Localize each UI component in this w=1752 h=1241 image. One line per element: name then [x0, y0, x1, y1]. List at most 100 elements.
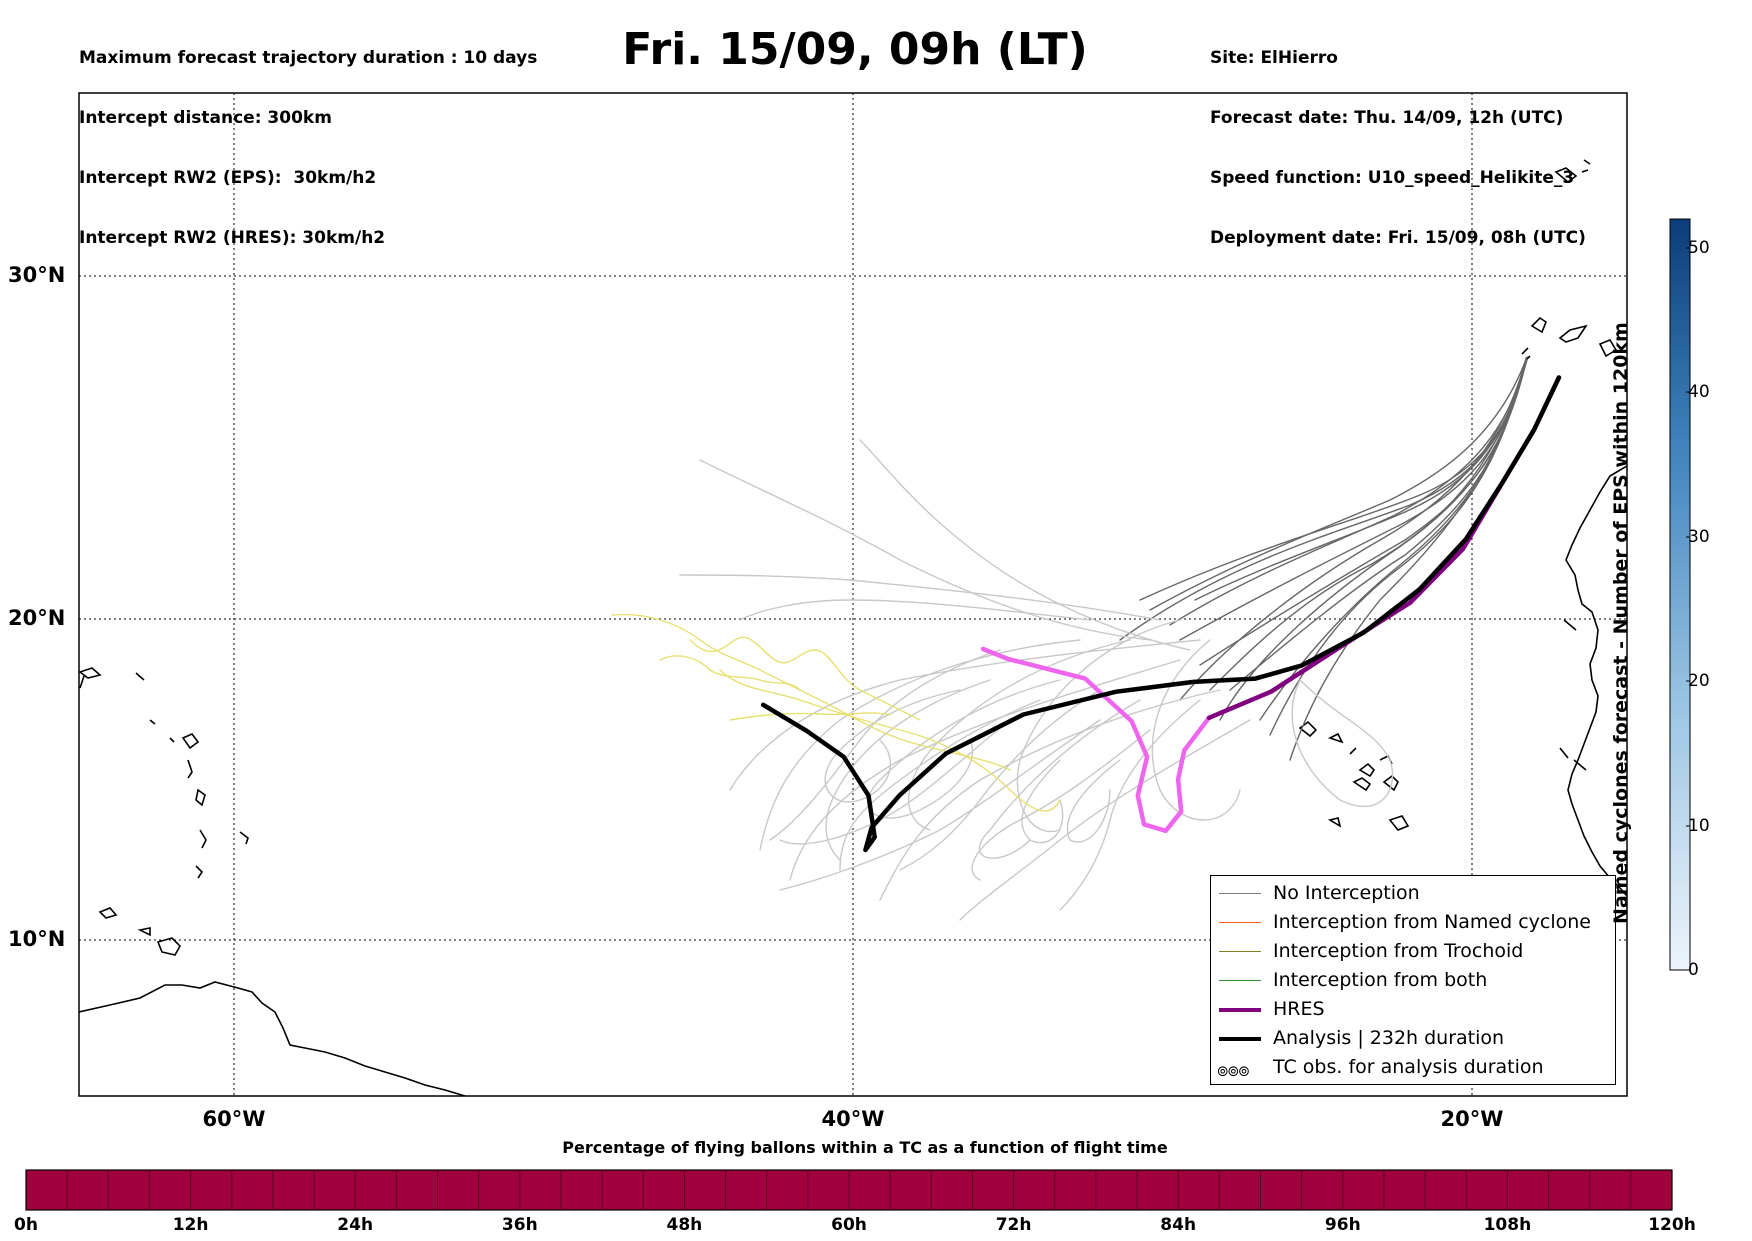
run-info-left: Maximum forecast trajectory duration : 1…	[79, 8, 537, 268]
legend-swatch	[1219, 951, 1261, 952]
legend-label: Interception from Trochoid	[1273, 940, 1524, 962]
trochoid-track	[719, 669, 1061, 812]
colorbar-tick-10: 10	[1688, 816, 1710, 836]
eps-track	[1199, 369, 1525, 666]
run-info-right: Site: ElHierro Forecast date: Thu. 14/09…	[1210, 8, 1586, 268]
percentage-bar-tick: 24h	[337, 1215, 374, 1235]
coast-madeira	[1554, 159, 1591, 184]
legend-swatch	[1219, 922, 1261, 923]
trochoid-track	[659, 655, 801, 691]
colorbar-gradient	[1669, 218, 1691, 971]
eps-track	[825, 679, 991, 861]
lat-label-10n: 10°N	[8, 927, 66, 951]
eps-track	[839, 699, 1041, 871]
eps-track	[879, 689, 1221, 901]
info-line: Intercept distance: 300km	[79, 108, 332, 128]
lon-label-20w: 20°W	[1440, 1107, 1504, 1131]
eps-trajectories	[611, 356, 1528, 921]
eps-track	[1016, 619, 1181, 833]
coast-mauritania	[1559, 619, 1587, 771]
eps-track	[1149, 356, 1528, 611]
percentage-bar-tick: 84h	[1160, 1215, 1197, 1235]
lat-label-20n: 20°N	[8, 606, 66, 630]
colorbar-title: Named cyclones forecast - Number of EPS …	[1610, 322, 1632, 924]
info-line: Maximum forecast trajectory duration : 1…	[79, 48, 538, 68]
percentage-bar-tick: 12h	[172, 1215, 209, 1235]
eps-track	[759, 639, 1081, 851]
eps-track	[679, 574, 1161, 621]
percentage-bar-tick: 96h	[1324, 1215, 1361, 1235]
coast-venezuela-islands	[98, 907, 151, 937]
legend-label: Interception from Named cyclone	[1273, 911, 1591, 933]
eps-track	[1219, 363, 1526, 721]
eps-track	[779, 719, 1101, 891]
legend-item-hres: HRES	[1211, 996, 1615, 1025]
lon-label-60w: 60°W	[202, 1107, 266, 1131]
colorbar-tick-20: 20	[1688, 671, 1710, 691]
hres-early-track	[980, 646, 1212, 834]
trochoid-track	[729, 712, 891, 721]
colorbar-tick-40: 40	[1688, 382, 1710, 402]
trochoid-track	[689, 636, 921, 721]
info-line: Intercept RW2 (HRES): 30km/h2	[79, 228, 386, 248]
eps-track	[739, 599, 1091, 621]
percentage-bar-tick: 0h	[14, 1215, 38, 1235]
eps-track	[769, 649, 1001, 841]
percentage-bar-tick: 36h	[501, 1215, 538, 1235]
lon-label-40w: 40°W	[821, 1107, 885, 1131]
legend-label: Interception from both	[1273, 969, 1488, 991]
legend-swatch	[1219, 1037, 1261, 1041]
info-line: Forecast date: Thu. 14/09, 12h (UTC)	[1210, 108, 1564, 128]
legend-label: Analysis | 232h duration	[1273, 1027, 1505, 1049]
map-title: Fri. 15/09, 09h (LT)	[622, 24, 1088, 75]
map-frame	[78, 92, 1628, 1097]
map-legend: No Interception Interception from Named …	[1210, 875, 1616, 1085]
colorbar-tick-50: 50	[1688, 238, 1710, 258]
legend-label: HRES	[1273, 998, 1325, 1020]
legend-item-trochoid: Interception from Trochoid	[1211, 938, 1615, 967]
lat-label-30n: 30°N	[8, 263, 66, 287]
legend-item-no-interception: No Interception	[1211, 880, 1615, 909]
eps-track	[1229, 371, 1524, 691]
info-line: Deployment date: Fri. 15/09, 08h (UTC)	[1210, 228, 1586, 248]
colorbar-tick-30: 30	[1688, 527, 1710, 547]
coast-leeward-islands	[79, 667, 207, 879]
tc-obs-glyph: ๏๏๏	[1217, 1059, 1250, 1081]
coast-lesser-antilles	[79, 675, 249, 845]
coast-cape-verde	[1298, 720, 1410, 831]
eps-track	[1209, 373, 1523, 691]
eps-track	[1269, 379, 1521, 736]
eps-track	[1169, 359, 1528, 626]
eps-track	[859, 439, 1191, 651]
legend-label: No Interception	[1273, 882, 1420, 904]
legend-item-both: Interception from both	[1211, 967, 1615, 996]
coast-canary-islands	[1521, 316, 1618, 361]
eps-track	[978, 699, 1141, 859]
analysis-track	[760, 375, 1562, 853]
eps-track	[1179, 365, 1525, 701]
percentage-bar-tick: 48h	[666, 1215, 703, 1235]
legend-item-named-cyclone: Interception from Named cyclone	[1211, 909, 1615, 938]
eps-track	[1059, 699, 1201, 911]
eps-track	[1291, 679, 1394, 807]
legend-label: TC obs. for analysis duration	[1273, 1056, 1544, 1078]
legend-item-analysis: Analysis | 232h duration	[1211, 1025, 1615, 1054]
eps-track	[959, 719, 1251, 921]
colorbar-ticks	[1686, 247, 1690, 971]
info-line: Site: ElHierro	[1210, 48, 1338, 68]
eps-track	[789, 659, 1181, 881]
eps-track	[1194, 359, 1527, 601]
eps-track	[908, 639, 1131, 831]
legend-swatch	[1219, 1008, 1261, 1012]
percentage-bar-tick: 108h	[1483, 1215, 1532, 1235]
legend-item-tc-obs: ๏๏๏ TC obs. for analysis duration	[1211, 1054, 1615, 1083]
percentage-bar-title: Percentage of flying ballons within a TC…	[562, 1138, 1168, 1157]
eps-track	[729, 639, 1201, 791]
eps-track	[1179, 364, 1526, 641]
coast-trinidad	[156, 937, 181, 956]
info-line: Intercept RW2 (EPS): 30km/h2	[79, 168, 377, 188]
percentage-bar-tick: 72h	[995, 1215, 1032, 1235]
eps-track	[1151, 639, 1241, 821]
eps-track	[699, 459, 1151, 641]
